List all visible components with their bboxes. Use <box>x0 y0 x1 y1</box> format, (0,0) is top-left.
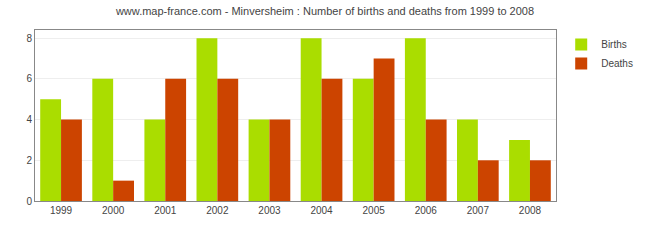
svg-text:Deaths: Deaths <box>601 58 633 69</box>
svg-text:2: 2 <box>26 155 32 166</box>
svg-text:6: 6 <box>26 73 32 84</box>
svg-text:2001: 2001 <box>154 205 177 216</box>
svg-text:2004: 2004 <box>310 205 333 216</box>
svg-text:Births: Births <box>601 39 627 50</box>
svg-text:2005: 2005 <box>363 205 386 216</box>
svg-text:1999: 1999 <box>50 205 73 216</box>
svg-text:8: 8 <box>26 33 32 44</box>
svg-text:2006: 2006 <box>415 205 438 216</box>
svg-text:2000: 2000 <box>102 205 125 216</box>
svg-text:0: 0 <box>26 196 32 207</box>
svg-text:4: 4 <box>26 114 32 125</box>
svg-text:2007: 2007 <box>467 205 490 216</box>
svg-text:www.map-france.com - Minvershe: www.map-france.com - Minversheim : Numbe… <box>115 5 534 17</box>
svg-text:2002: 2002 <box>206 205 229 216</box>
svg-text:2008: 2008 <box>519 205 542 216</box>
svg-text:2003: 2003 <box>258 205 281 216</box>
